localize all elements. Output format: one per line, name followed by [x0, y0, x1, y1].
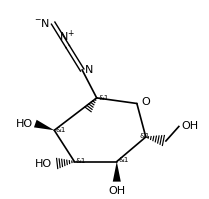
Text: $^{-}$N: $^{-}$N [34, 17, 50, 29]
Text: &1: &1 [140, 133, 150, 139]
Text: HO: HO [15, 119, 33, 129]
Text: OH: OH [108, 186, 125, 196]
Text: HO: HO [35, 159, 52, 169]
Text: &1: &1 [76, 158, 86, 164]
Text: N: N [85, 65, 93, 75]
Polygon shape [34, 120, 54, 130]
Text: &1: &1 [98, 95, 109, 100]
Text: &1: &1 [56, 127, 66, 133]
Text: &1: &1 [118, 157, 129, 163]
Text: OH: OH [182, 121, 199, 132]
Text: N$^{+}$: N$^{+}$ [59, 29, 75, 44]
Text: O: O [141, 97, 150, 107]
Polygon shape [113, 162, 121, 182]
